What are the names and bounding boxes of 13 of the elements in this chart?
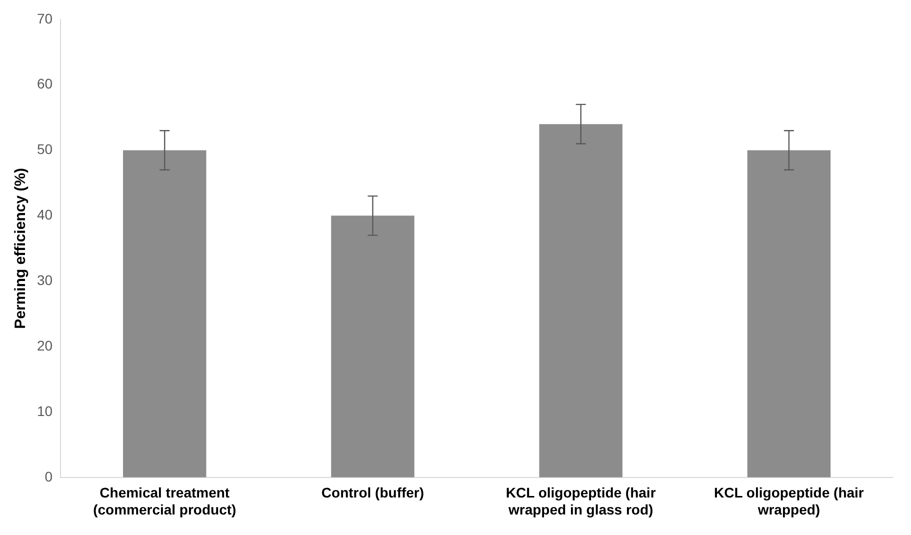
y-axis-title: Perming efficiency (%) [12, 168, 30, 329]
y-tick-label: 40 [36, 206, 53, 223]
y-tick-label: 0 [44, 468, 53, 484]
y-tick-label: 60 [36, 76, 53, 92]
x-tick-label: KCL oligopeptide (hair wrapped in glass rod) [506, 484, 656, 518]
y-tick-label: 20 [36, 337, 53, 354]
x-tick-label: Control (buffer) [321, 484, 424, 501]
x-tick-label: Chemical treatment (commercial product) [93, 484, 236, 518]
y-tick-label: 30 [36, 272, 53, 288]
y-tick-label: 50 [36, 141, 53, 158]
y-tick-label: 70 [36, 10, 53, 26]
y-tick-label: 10 [36, 402, 53, 419]
x-tick-label: KCL oligopeptide (hair wrapped) [714, 484, 864, 518]
